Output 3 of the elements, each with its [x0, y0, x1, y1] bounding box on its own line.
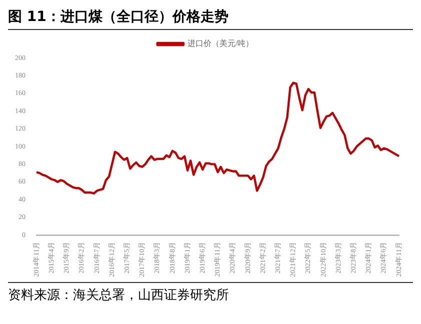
text: 资料来源：海关总署，山西证券研究所 [8, 282, 413, 304]
legend-label: 进口价（美元/吨） [187, 39, 254, 48]
chart-title: 图 11：进口煤（全口径）价格走势 [8, 8, 413, 30]
